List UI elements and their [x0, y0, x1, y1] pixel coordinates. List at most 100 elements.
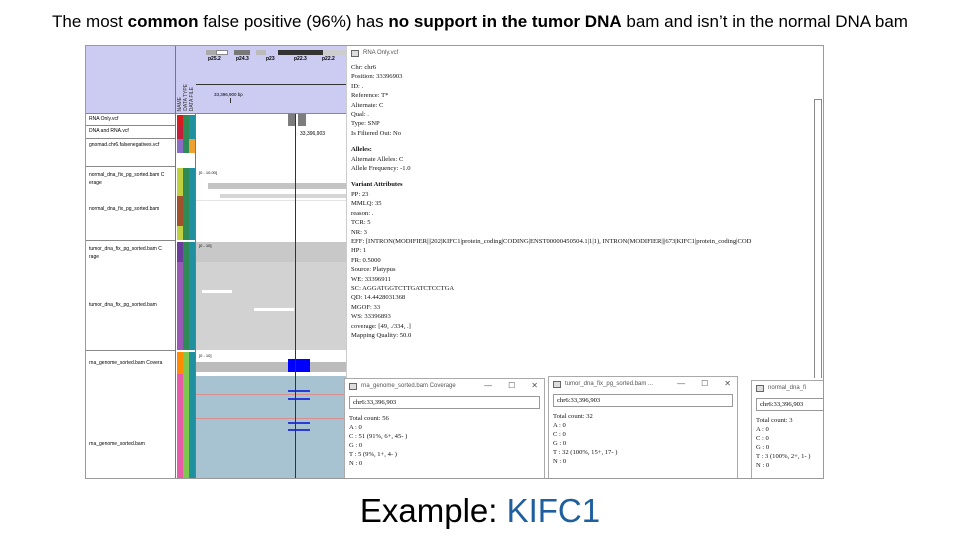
- headline-part2: false positive (96%) has: [198, 12, 389, 31]
- track-name-gnomad-vcf[interactable]: gnomad.chr6.falsenegatives.vcf: [89, 142, 160, 148]
- count-c: C : 51 (91%, 6+, 45- ): [349, 433, 408, 440]
- count-t: T : 5 (9%, 1+, 4- ): [349, 451, 397, 458]
- attr-coverage: coverage: [49, ./334, .]: [351, 322, 411, 330]
- popup-scrollbar[interactable]: [814, 99, 822, 378]
- attr-qd: QD: 14.4428031368: [351, 294, 406, 302]
- igv-data-panel[interactable]: p25.2 p24.3 p23 p22.3 p22.2 33,396,900 b…: [196, 46, 346, 478]
- cytoband-label: p24.3: [236, 56, 249, 62]
- field-alternate: Alternate: C: [351, 101, 384, 109]
- field-position: Position: 33396903: [351, 73, 403, 81]
- variant-info-popup[interactable]: RNA Only.vcf Chr: chr6 Position: 3339690…: [346, 46, 823, 378]
- field-chr: Chr: chr6: [351, 64, 377, 71]
- normal-coverage-popup[interactable]: normal_dna_fi chr6:33,396,903 Total coun…: [751, 380, 823, 478]
- popup-title: tumor_dna_fix_pg_sorted.bam ...: [565, 381, 654, 387]
- read-gap: [254, 308, 294, 311]
- attr-cell: [189, 352, 195, 478]
- ideogram-band: [234, 50, 250, 55]
- read-alignment: [196, 394, 346, 395]
- igv-app-icon: [349, 383, 357, 390]
- attr-we: WE: 33396911: [351, 275, 391, 283]
- field-allele-freq: Allele Frequency: -1.0: [351, 165, 411, 173]
- attr-cell: [183, 242, 189, 350]
- variant-marker[interactable]: [288, 114, 296, 126]
- attr-cell: [177, 115, 183, 126]
- variant-details: Chr: chr6 Position: 33396903 ID: . Refer…: [347, 60, 823, 343]
- cytoband-label: p25.2: [208, 56, 221, 62]
- attr-cell: [183, 139, 189, 153]
- attr-reason: reason: .: [351, 209, 374, 217]
- center-line: [295, 114, 296, 478]
- attr-mmlq: MMLQ: 35: [351, 200, 382, 208]
- track-name-normal-coverage[interactable]: normal_dna_fix_pg_sorted.bam C: [89, 172, 165, 178]
- track-name-rna-only-vcf[interactable]: RNA Only.vcf: [89, 116, 119, 122]
- track-divider: [86, 350, 175, 351]
- rna-reads[interactable]: [196, 376, 346, 478]
- popup-titlebar[interactable]: normal_dna_fi: [752, 381, 823, 395]
- track-name-rna-coverage[interactable]: rna_genome_sorted.bam Covera: [89, 360, 163, 366]
- attr-cell: [189, 115, 195, 126]
- coverage-bar[interactable]: [208, 183, 346, 189]
- slide-headline: The most common false positive (96%) has…: [0, 12, 960, 32]
- close-button[interactable]: ✕: [531, 381, 538, 390]
- minimize-button[interactable]: —: [484, 381, 493, 390]
- coverage-counts: Total count: 56 A : 0 C : 51 (91%, 6+, 4…: [345, 411, 544, 471]
- caption-prefix: Example:: [359, 492, 507, 529]
- read-alignment: [196, 200, 346, 201]
- popup-titlebar[interactable]: RNA Only.vcf: [347, 46, 823, 60]
- read-alignment[interactable]: [220, 194, 346, 198]
- close-button[interactable]: ✕: [724, 379, 731, 388]
- coverage-mismatch-highlight[interactable]: [288, 359, 310, 372]
- coverage-scale: [0 - 10.00]: [199, 170, 218, 175]
- attr-header-name[interactable]: NAME: [177, 96, 183, 111]
- igv-app-icon: [756, 385, 764, 392]
- field-qual: Qual: .: [351, 111, 369, 119]
- maximize-button[interactable]: ☐: [508, 381, 516, 390]
- track-name-rna-bam[interactable]: rna_genome_sorted.bam: [89, 441, 145, 447]
- attr-cell: [189, 242, 195, 350]
- locus-field[interactable]: chr6:33,396,903: [756, 398, 823, 411]
- attr-cell: [177, 374, 183, 478]
- rna-coverage-bar[interactable]: [196, 362, 346, 372]
- ideogram-band: [278, 50, 323, 55]
- read-gap: [202, 290, 232, 293]
- track-name-tumor-bam[interactable]: tumor_dna_fix_pg_sorted.bam: [89, 302, 157, 308]
- attr-header-data-type[interactable]: DATA TYPE: [183, 84, 189, 111]
- locus-field[interactable]: chr6:33,396,903: [553, 394, 733, 407]
- rna-coverage-popup[interactable]: rna_genome_sorted.bam Coverage — ☐ ✕ chr6:…: [344, 378, 545, 478]
- window-controls: — ☐ ✕: [468, 379, 538, 393]
- track-name-normal-bam[interactable]: normal_dna_fix_pg_sorted.bam: [89, 206, 160, 212]
- attr-cell: [177, 242, 183, 262]
- tumor-coverage-track[interactable]: [196, 242, 346, 262]
- attr-nr: NR: 3: [351, 228, 367, 236]
- popup-titlebar[interactable]: tumor_dna_fix_pg_sorted.bam ... — ☐ ✕: [549, 377, 737, 391]
- popup-title: rna_genome_sorted.bam Coverage: [361, 383, 456, 389]
- alleles-heading: Alleles:: [351, 146, 372, 154]
- attr-ws: WS: 33396893: [351, 313, 391, 321]
- variant-marker[interactable]: [298, 114, 306, 126]
- minimize-button[interactable]: —: [677, 379, 686, 388]
- maximize-button[interactable]: ☐: [701, 379, 709, 388]
- count-a: A : 0: [756, 426, 769, 433]
- popup-titlebar[interactable]: rna_genome_sorted.bam Coverage — ☐ ✕: [345, 379, 544, 393]
- attr-header-data-file[interactable]: DATA FILE: [189, 86, 195, 111]
- attr-source: Source: Platypus: [351, 266, 396, 274]
- count-t: T : 3 (100%, 2+, 1- ): [756, 453, 811, 460]
- track-divider: [86, 166, 175, 167]
- coverage-scale: [0 - 10]: [199, 243, 212, 248]
- read-alignment: [196, 418, 346, 419]
- locus-field[interactable]: chr6:33,396,903: [349, 396, 540, 409]
- attr-fr: FR: 0.5000: [351, 256, 381, 264]
- mismatch-base: [288, 429, 310, 431]
- ruler-panel[interactable]: p25.2 p24.3 p23 p22.3 p22.2 33,396,900 b…: [196, 46, 346, 114]
- track-name-panel: RNA Only.vcf DNA and RNA.vcf gnomad.chr6…: [86, 46, 175, 478]
- count-a: A : 0: [553, 422, 566, 429]
- attr-eff: EFF: [INTRON(MODIFIER|||202|KIFC1|protei…: [351, 237, 752, 245]
- window-controls: — ☐ ✕: [661, 377, 731, 391]
- track-name-dna-and-rna-vcf[interactable]: DNA and RNA.vcf: [89, 128, 129, 134]
- tumor-reads[interactable]: [196, 262, 346, 350]
- track-name-tumor-coverage[interactable]: tumor_dna_fix_pg_sorted.bam C: [89, 246, 162, 252]
- attr-cell: [177, 196, 183, 226]
- total-count: Total count: 32: [553, 413, 593, 420]
- tumor-coverage-popup[interactable]: tumor_dna_fix_pg_sorted.bam ... — ☐ ✕ chr6…: [548, 376, 738, 478]
- cytoband-label: p22.3: [294, 56, 307, 62]
